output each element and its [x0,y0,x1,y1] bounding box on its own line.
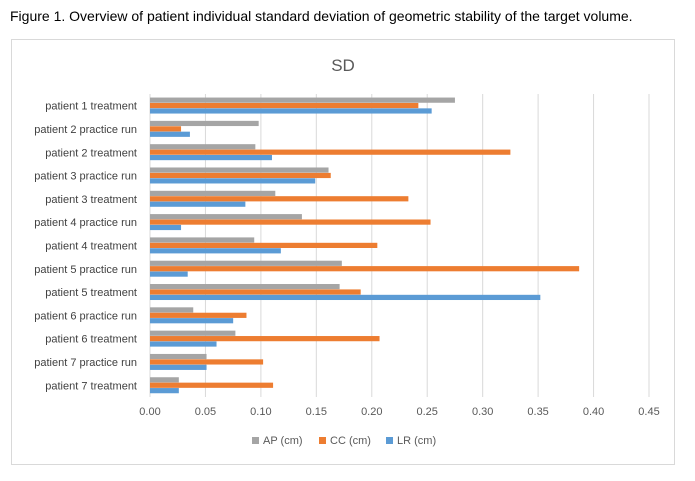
bar-ap [150,190,276,196]
bar-cc [150,196,409,202]
bar-cc [150,102,419,109]
bar-lr [150,178,316,184]
x-tick-label: 0.35 [527,406,548,418]
legend-label: AP (cm) [263,435,303,447]
x-tick-labels: 0.00 0.05 0.10 0.15 0.20 0.25 0.30 0.35 0.40 0.45 [139,406,659,418]
bar-cc [150,289,361,295]
legend-swatch [386,437,393,444]
x-tick-label: 0.00 [139,406,160,418]
x-tick-label: 0.20 [361,406,382,418]
x-tick-label: 0.25 [417,406,438,418]
category-label: patient 5 practice run [34,264,137,276]
bar-lr [150,108,432,114]
bar-ap [150,237,255,243]
bar-ap [150,307,194,313]
bar-lr [150,341,217,347]
category-label: patient 6 practice run [34,310,137,322]
category-label: patient 2 practice run [34,124,137,136]
legend-label: CC (cm) [330,435,371,447]
bar-ap [150,144,256,150]
category-label: patient 4 treatment [45,241,137,253]
bar-ap [150,330,236,336]
bars [150,97,580,394]
bar-cc [150,219,431,225]
bar-cc [150,242,378,248]
bar-ap [150,353,207,360]
bar-ap [150,377,179,383]
bar-ap [150,260,342,266]
legend: AP (cm) CC (cm) LR (cm) [252,435,436,447]
bar-cc [150,336,380,342]
bar-lr [150,294,541,301]
category-label: patient 7 practice run [34,357,137,369]
bar-lr [150,201,246,207]
bar-lr [150,154,272,161]
bar-cc [150,172,331,179]
bar-cc [150,126,182,132]
category-label: patient 3 treatment [45,194,137,206]
bar-cc [150,312,247,318]
category-label: patient 2 treatment [45,147,137,159]
category-label: patient 5 treatment [45,287,137,299]
bar-ap [150,214,302,220]
bar-ap [150,97,455,103]
bar-cc [150,266,580,272]
x-tick-label: 0.10 [250,406,271,418]
bar-lr [150,248,281,254]
legend-swatch [252,437,259,444]
category-label: patient 6 treatment [45,334,137,346]
bar-lr [150,271,188,277]
x-tick-label: 0.05 [195,406,216,418]
category-labels: patient 1 treatment patient 2 practice ru… [34,101,137,393]
sd-bar-chart: SD patient 1 treatment patient 2 practice… [34,56,659,447]
x-tick-label: 0.15 [306,406,327,418]
chart-title: SD [331,56,355,75]
figure-caption: Figure 1. Overview of patient individual… [10,8,633,24]
category-label: patient 3 practice run [34,171,137,183]
bar-lr [150,388,179,394]
x-tick-label: 0.40 [583,406,604,418]
bar-ap [150,167,329,173]
bar-lr [150,318,234,324]
category-label: patient 4 practice run [34,217,137,229]
bar-cc [150,382,274,388]
legend-label: LR (cm) [397,435,436,447]
bar-lr [150,224,182,231]
bar-lr [150,364,207,370]
bar-ap [150,120,259,127]
bar-cc [150,149,511,155]
legend-swatch [319,437,326,444]
category-label: patient 1 treatment [45,101,137,113]
bar-lr [150,131,190,137]
x-tick-label: 0.30 [472,406,493,418]
bar-cc [150,359,264,365]
x-tick-label: 0.45 [638,406,659,418]
chart-area: SD patient 1 treatment patient 2 practice… [11,39,675,465]
bar-ap [150,284,340,290]
category-label: patient 7 treatment [45,380,137,392]
